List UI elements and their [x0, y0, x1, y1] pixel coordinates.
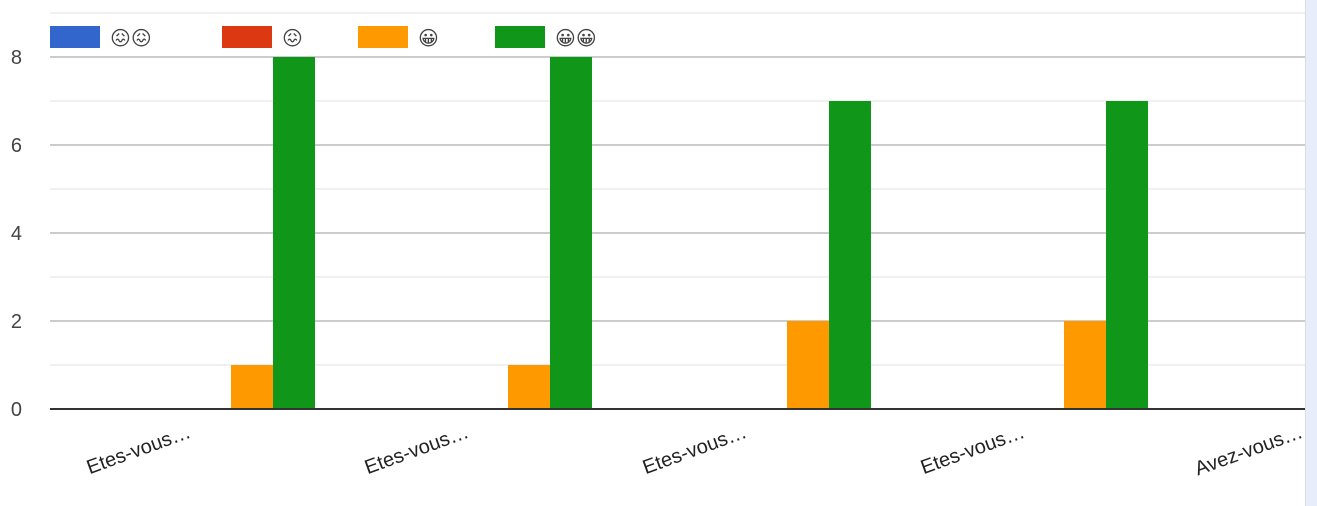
x-axis-labels: Etes-vous… Etes-vous… Etes-vous… Etes-vous……	[84, 421, 1306, 480]
legend-label: 😖😖	[110, 28, 152, 50]
x-category-label: Etes-vous…	[362, 421, 472, 479]
x-category-label: Etes-vous…	[918, 421, 1028, 479]
bar	[273, 57, 315, 409]
bar	[1106, 101, 1148, 409]
legend: 😖😖 😖 😀 😀😀	[50, 26, 597, 50]
legend-label: 😀😀	[555, 28, 597, 50]
gridlines	[50, 12, 1305, 366]
legend-item[interactable]: 😀	[358, 26, 439, 50]
legend-item[interactable]: 😖😖	[50, 26, 152, 50]
x-category-label: Avez-vous…	[1192, 421, 1306, 480]
legend-label: 😀	[418, 28, 439, 50]
bar	[231, 365, 273, 409]
scrollbar-track[interactable]	[1305, 0, 1317, 506]
legend-swatch	[222, 26, 272, 48]
legend-swatch	[495, 26, 545, 48]
legend-item[interactable]: 😖	[222, 26, 303, 50]
legend-swatch	[50, 26, 100, 48]
bars	[231, 57, 1148, 409]
legend-item[interactable]: 😀😀	[495, 26, 597, 50]
x-category-label: Etes-vous…	[84, 421, 194, 479]
y-tick-label: 2	[11, 311, 22, 333]
bar	[829, 101, 871, 409]
y-tick-label: 8	[11, 47, 22, 69]
y-tick-label: 6	[11, 135, 22, 157]
y-tick-label: 0	[11, 399, 22, 421]
bar	[508, 365, 550, 409]
bar	[787, 321, 829, 409]
legend-swatch	[358, 26, 408, 48]
legend-label: 😖	[282, 28, 303, 50]
y-axis-ticks: 0 2 4 6 8	[11, 47, 22, 421]
bar	[1064, 321, 1106, 409]
y-tick-label: 4	[11, 223, 22, 245]
bar	[550, 57, 592, 409]
x-category-label: Etes-vous…	[640, 421, 750, 479]
